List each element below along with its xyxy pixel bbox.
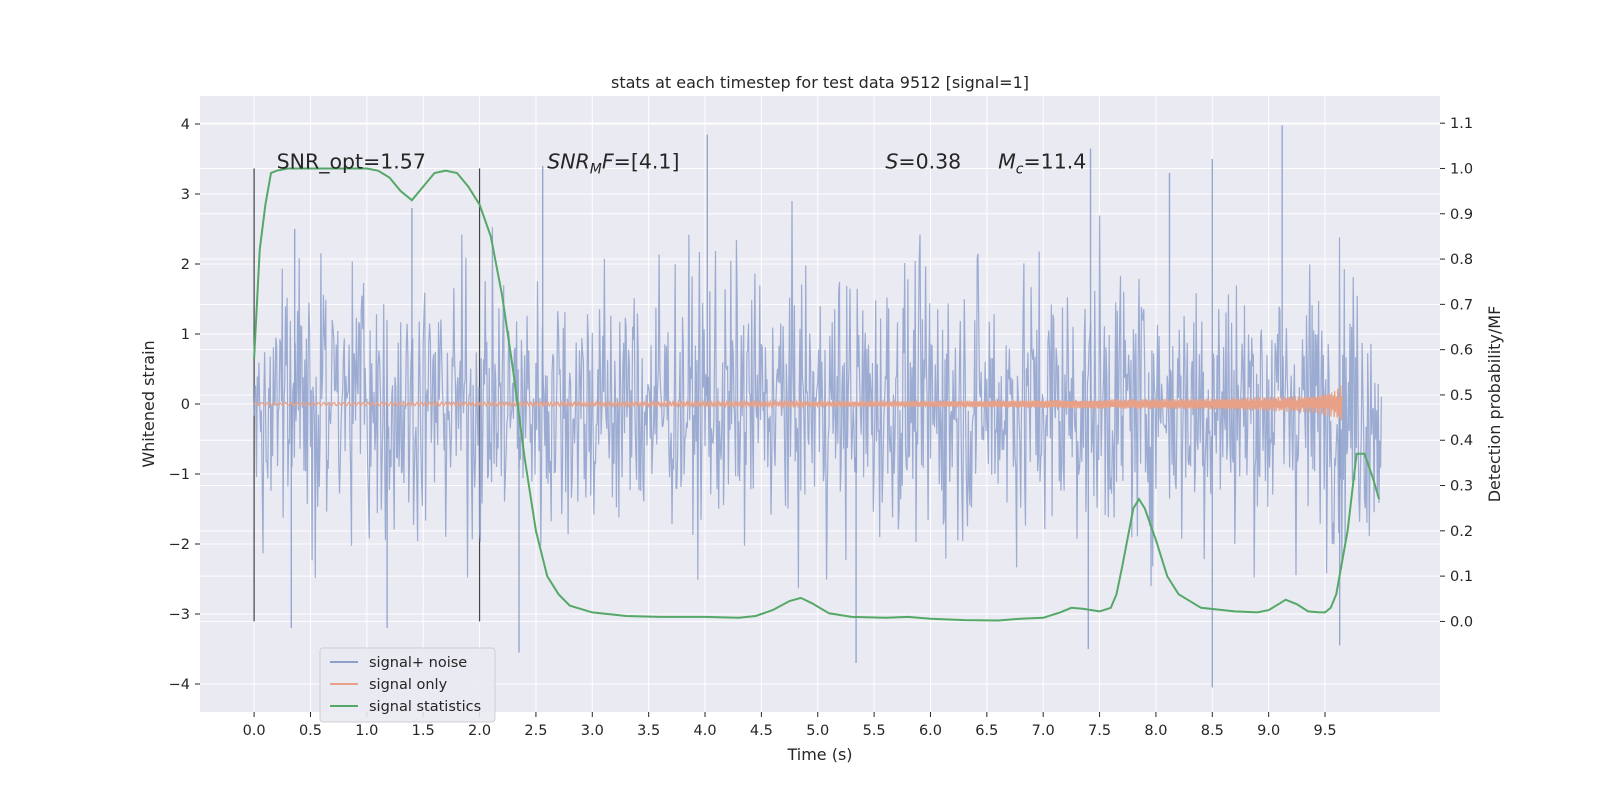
y-axis-ticks: −4 −3 −2 −1 0 1 2 3 4 [169,117,200,693]
series-signal-only [253,385,1343,421]
y-right-tick-label: 1.1 [1450,116,1473,132]
x-tick-label: 5.5 [863,723,886,739]
y-right-tick-label: 0.1 [1450,569,1473,585]
y-right-tick-label: 0.9 [1450,207,1473,223]
y-tick-label: −2 [169,537,190,553]
y-tick-label: 1 [181,327,190,343]
legend: signal+ noise signal only signal statist… [319,647,496,723]
annotation-part: S [885,149,898,173]
annotation-part: F [602,149,615,173]
x-axis-label: Time (s) [786,745,852,764]
y-right-tick-label: 0.0 [1450,614,1473,630]
y-right-tick-label: 0.6 [1450,343,1473,359]
noise-trace [253,200,1382,589]
x-tick-label: 9.0 [1257,723,1280,739]
series-signal-statistics [253,167,1381,622]
y-tick-label: −1 [169,467,190,483]
x-tick-label: 0.5 [299,723,322,739]
x-tick-label: 2.5 [524,723,547,739]
x-tick-label: 3.5 [637,723,660,739]
y-tick-label: −4 [169,677,190,693]
legend-label-signal-statistics: signal statistics [369,699,481,715]
x-tick-label: 9.5 [1313,723,1336,739]
annotation-part: =11.4 [1023,149,1086,173]
annotation-part: =[4.1] [614,149,680,173]
y-right-tick-label: 0.7 [1450,297,1473,313]
y-right-tick-label: 1.0 [1450,161,1473,177]
annotation-part: SNR [547,149,590,173]
x-tick-label: 4.5 [750,723,773,739]
x-tick-label: 8.5 [1201,723,1224,739]
annotation-text: SNR_opt=1.57 [277,149,426,174]
x-tick-label: 7.5 [1088,723,1111,739]
statistics-trace [253,167,1381,622]
legend-label-signal-only: signal only [369,677,448,693]
annotation-text: SNRMF=[4.1] [547,149,679,177]
y-tick-label: 2 [181,257,190,273]
y-right-axis-label: Detection probability/MF [1485,306,1504,503]
y-right-axis-ticks: 0.0 0.1 0.2 0.3 0.4 0.5 0.6 0.7 0.8 0.9 1.0 1.1 [1440,116,1473,630]
x-tick-label: 5.0 [806,723,829,739]
signal-only-trace [253,385,1343,421]
x-tick-label: 1.0 [355,723,378,739]
chart-title: stats at each timestep for test data 951… [611,73,1029,92]
x-tick-label: 4.0 [693,723,716,739]
legend-box [319,647,496,723]
y-right-tick-label: 0.4 [1450,433,1473,449]
annotations: SNR_opt=1.57 SNRMF=[4.1] S=0.38 Mc=11.4 [277,149,1087,177]
series-signal-noise [253,125,1382,688]
y-right-tick-label: 0.8 [1450,252,1473,268]
y-tick-label: 0 [181,397,190,413]
annotation-part: M [590,161,602,177]
x-tick-label: 0.0 [243,723,266,739]
y-tick-label: 4 [181,117,190,133]
y-axis-label: Whitened strain [139,340,158,467]
x-axis-ticks: 0.0 0.5 1.0 1.5 2.0 2.5 3.0 3.5 4.0 4.5 5.0 5.5 6.0 6… [243,712,1337,739]
annotation-text: Mc=11.4 [998,149,1086,177]
x-tick-label: 8.0 [1144,723,1167,739]
annotation-text: S=0.38 [885,149,961,173]
y-tick-label: −3 [169,607,190,623]
x-tick-label: 3.0 [581,723,604,739]
annotation-part: =0.38 [898,149,961,173]
legend-label-signal-noise: signal+ noise [369,655,467,671]
x-tick-label: 6.5 [975,723,998,739]
y-right-tick-label: 0.5 [1450,388,1473,404]
y-right-tick-label: 0.2 [1450,524,1473,540]
annotation-part: M [998,149,1016,173]
x-tick-label: 2.0 [468,723,491,739]
annotation-part: c [1016,161,1024,177]
y-tick-label: 3 [181,187,190,203]
x-tick-label: 1.5 [412,723,435,739]
y-right-tick-label: 0.3 [1450,479,1473,495]
x-tick-label: 7.0 [1032,723,1055,739]
x-tick-label: 6.0 [919,723,942,739]
annotation-part: SNR_opt=1.57 [277,149,426,174]
